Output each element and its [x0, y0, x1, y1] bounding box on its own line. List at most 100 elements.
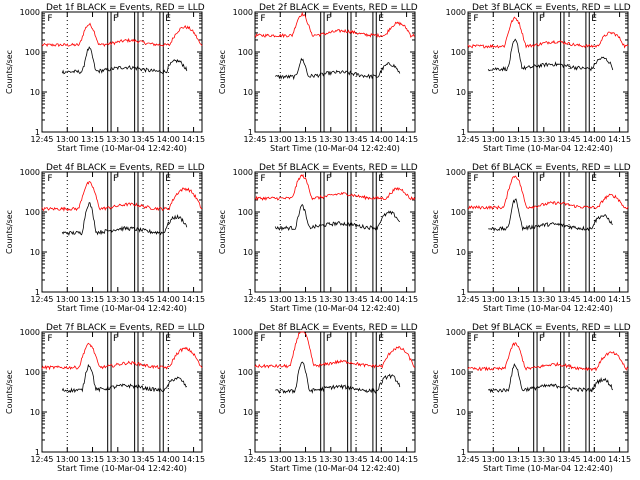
marker-label: F	[260, 174, 265, 184]
panel-title: Det 2f BLACK = Events, RED = LLD	[259, 3, 418, 13]
x-tick-label: 14:00	[370, 135, 393, 144]
marker-label: E	[591, 174, 597, 184]
x-tick-label: 13:45	[345, 295, 368, 304]
y-axis-label: Counts/sec	[5, 210, 14, 254]
x-tick-label: 14:15	[182, 455, 205, 464]
y-axis-label: Counts/sec	[218, 50, 227, 94]
x-tick-label: 13:30	[532, 135, 555, 144]
events-series-line	[61, 46, 188, 75]
y-tick-label: 100	[238, 368, 253, 377]
y-tick-label: 1	[35, 448, 40, 457]
x-tick-label: 13:45	[132, 455, 155, 464]
x-tick-label: 14:15	[395, 295, 418, 304]
y-tick-label: 1	[248, 128, 253, 137]
events-series-line	[274, 203, 401, 232]
x-tick-label: 13:30	[319, 135, 342, 144]
plot-frame	[467, 171, 629, 293]
panel-title: Det 8f BLACK = Events, RED = LLD	[259, 323, 418, 333]
marker-label: F	[326, 334, 331, 344]
x-tick-label: 13:15	[81, 135, 104, 144]
plot-frame	[254, 171, 416, 293]
marker-label: F	[326, 14, 331, 24]
events-series-line	[274, 57, 401, 81]
marker-label: F	[260, 334, 265, 344]
x-tick-label: 14:15	[608, 455, 631, 464]
panel-4: Det 4f BLACK = Events, RED = LLD 1000 100 1…	[5, 163, 205, 313]
x-tick-label: 13:45	[558, 295, 581, 304]
x-tick-label: 13:15	[81, 295, 104, 304]
x-axis-label: Start Time (10-Mar-04 12:42:40)	[57, 144, 187, 153]
x-axis-label: Start Time (10-Mar-04 12:42:40)	[483, 464, 613, 473]
y-tick-label: 100	[451, 48, 466, 57]
x-tick-label: 13:45	[558, 135, 581, 144]
marker-label: F	[539, 14, 544, 24]
y-tick-label: 1	[35, 128, 40, 137]
lld-series-line	[41, 180, 203, 212]
x-tick-label: 12:45	[30, 295, 53, 304]
marker-label: F	[539, 334, 544, 344]
plot-frame	[254, 331, 416, 453]
x-tick-label: 13:30	[532, 455, 555, 464]
y-tick-label: 10	[30, 248, 40, 257]
x-tick-label: 13:45	[132, 135, 155, 144]
y-tick-label: 100	[451, 208, 466, 217]
x-tick-label: 13:15	[294, 455, 317, 464]
x-tick-label: 13:15	[294, 295, 317, 304]
y-tick-label: 10	[243, 248, 253, 257]
x-tick-label: 14:00	[157, 455, 180, 464]
lld-series-line	[467, 16, 629, 49]
events-series-line	[275, 361, 401, 394]
x-tick-label: 13:00	[269, 135, 292, 144]
x-tick-label: 13:00	[482, 455, 505, 464]
x-tick-label: 13:45	[345, 455, 368, 464]
plot-frame	[41, 331, 203, 453]
marker-label: E	[378, 334, 384, 344]
marker-label: F	[473, 334, 478, 344]
x-tick-label: 13:15	[507, 135, 530, 144]
lld-series-line	[254, 11, 416, 39]
x-tick-label: 12:45	[30, 455, 53, 464]
x-tick-label: 13:00	[269, 295, 292, 304]
y-tick-label: 10	[30, 408, 40, 417]
marker-label: F	[113, 334, 118, 344]
marker-label: F	[113, 14, 118, 24]
x-tick-label: 12:45	[456, 455, 479, 464]
y-tick-label: 1000	[233, 8, 253, 17]
marker-label: F	[113, 174, 118, 184]
panel-title: Det 1f BLACK = Events, RED = LLD	[46, 3, 205, 13]
x-tick-label: 14:00	[583, 135, 606, 144]
x-tick-label: 14:00	[370, 455, 393, 464]
x-tick-label: 12:45	[243, 455, 266, 464]
x-tick-label: 14:00	[583, 455, 606, 464]
x-tick-label: 14:00	[157, 135, 180, 144]
x-tick-label: 13:15	[507, 455, 530, 464]
y-tick-label: 1000	[446, 168, 466, 177]
x-tick-label: 14:00	[583, 295, 606, 304]
x-tick-label: 13:15	[81, 455, 104, 464]
marker-label: F	[539, 174, 544, 184]
events-series-line	[61, 202, 188, 236]
marker-label: E	[165, 334, 171, 344]
lld-series-line	[467, 342, 629, 372]
y-tick-label: 1	[461, 448, 466, 457]
x-tick-label: 13:15	[507, 295, 530, 304]
y-tick-label: 1	[248, 448, 253, 457]
y-axis-label: Counts/sec	[431, 210, 440, 254]
y-axis-label: Counts/sec	[5, 370, 14, 414]
x-axis-label: Start Time (10-Mar-04 12:42:40)	[483, 144, 613, 153]
x-tick-label: 14:00	[157, 295, 180, 304]
x-tick-label: 13:30	[319, 295, 342, 304]
panel-2: Det 2f BLACK = Events, RED = LLD 1000 100 1…	[218, 3, 418, 153]
events-series-line	[487, 363, 614, 394]
marker-label: F	[473, 174, 478, 184]
lld-series-line	[254, 331, 416, 369]
x-tick-label: 13:00	[269, 455, 292, 464]
panel-title: Det 7f BLACK = Events, RED = LLD	[46, 323, 205, 333]
x-tick-label: 14:15	[608, 295, 631, 304]
events-series-line	[61, 363, 188, 394]
x-tick-label: 12:45	[456, 295, 479, 304]
x-tick-label: 13:30	[106, 135, 129, 144]
y-tick-label: 1000	[233, 168, 253, 177]
events-series-line	[487, 38, 614, 72]
